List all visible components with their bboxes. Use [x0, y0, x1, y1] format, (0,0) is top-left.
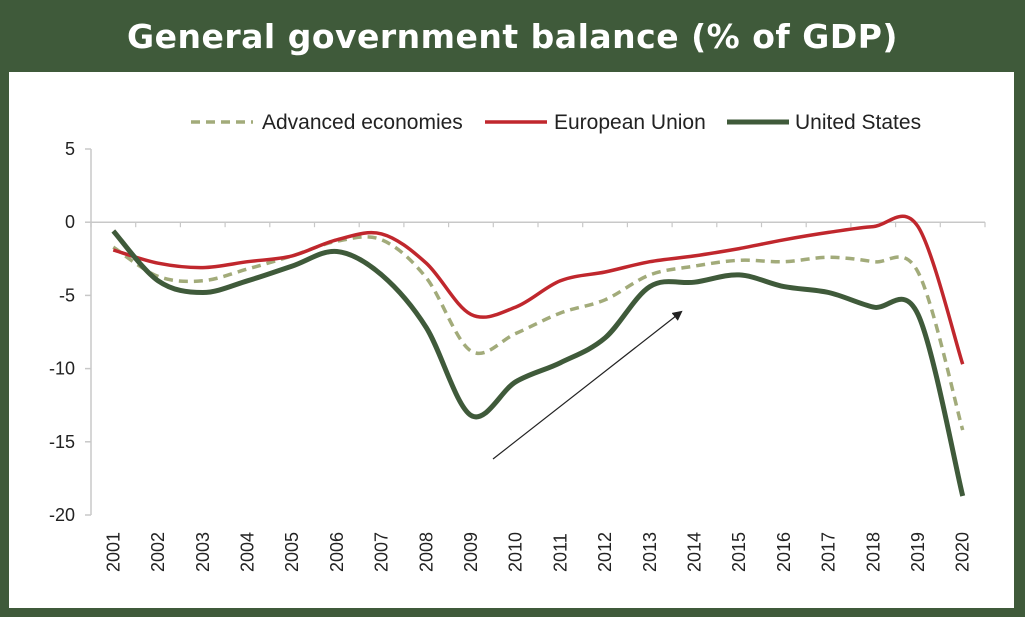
x-tick-label: 2008 — [416, 532, 436, 572]
x-tick-label: 2011 — [550, 533, 570, 572]
legend-label-advanced-economies: Advanced economies — [262, 111, 463, 134]
y-tick-label: -5 — [59, 285, 75, 305]
x-tick-label: 2013 — [640, 532, 660, 572]
y-tick-label: -10 — [49, 359, 75, 379]
x-tick-label: 2002 — [148, 532, 168, 572]
x-tick-label: 2005 — [282, 532, 302, 572]
x-tick-label: 2019 — [908, 532, 928, 572]
axes: 5 0 -5 -10 -15 -20 2001 2002 2003 2004 2005 2006 200… — [49, 139, 986, 572]
x-tick-label: 2018 — [863, 532, 883, 572]
y-tick-label: -20 — [49, 505, 75, 525]
y-tick-label: 5 — [65, 139, 75, 159]
series-lines — [111, 214, 966, 497]
chart-panel: Advanced economies European Union United S… — [9, 72, 1014, 608]
y-tick-label: 0 — [65, 212, 75, 232]
chart-header: General government balance (% of GDP) — [0, 0, 1025, 72]
series-line-united-states — [111, 229, 966, 497]
legend-label-european-union: European Union — [554, 111, 706, 134]
x-tick-label: 2004 — [237, 532, 257, 572]
line-chart: Advanced economies European Union United S… — [49, 111, 986, 572]
legend-label-united-states: United States — [795, 111, 921, 134]
recovery-arrow — [492, 310, 683, 460]
x-tick-label: 2015 — [729, 532, 749, 572]
x-tick-label: 2003 — [193, 532, 213, 572]
x-tick-label: 2012 — [595, 532, 615, 572]
x-tick-label: 2001 — [103, 532, 123, 572]
series-line-advanced-economies — [112, 235, 965, 431]
x-tick-label: 2017 — [819, 532, 839, 572]
legend: Advanced economies European Union United S… — [191, 111, 921, 134]
x-tick-label: 2009 — [461, 532, 481, 572]
series-line-european-union — [112, 214, 965, 365]
chart-title: General government balance (% of GDP) — [127, 16, 898, 56]
x-tick-label: 2007 — [372, 532, 392, 572]
x-tick-label: 2010 — [506, 532, 526, 572]
x-tick-label: 2016 — [774, 532, 794, 572]
x-tick-label: 2014 — [684, 532, 704, 572]
x-tick-label: 2020 — [953, 532, 973, 572]
y-tick-label: -15 — [49, 432, 75, 452]
x-tick-label: 2006 — [327, 532, 347, 572]
